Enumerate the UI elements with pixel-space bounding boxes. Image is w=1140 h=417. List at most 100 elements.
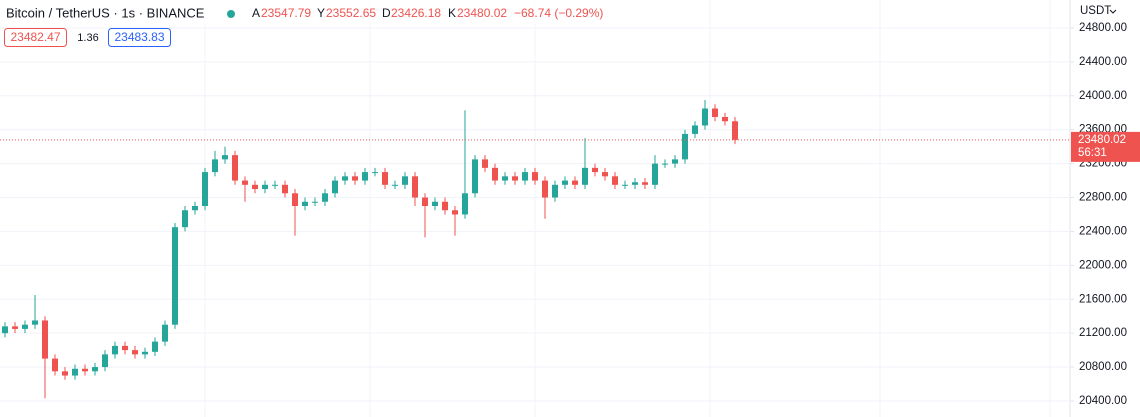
candle-body <box>32 320 38 325</box>
candle-body <box>652 163 658 185</box>
candle-body <box>92 367 98 372</box>
candle-body <box>312 201 318 203</box>
candle-body <box>242 180 248 185</box>
ask-box[interactable] <box>108 28 171 47</box>
candle-body <box>482 159 488 168</box>
candle-body <box>712 108 718 117</box>
candle-body <box>462 193 468 215</box>
candle-body <box>2 326 8 334</box>
low-value: 23426.18 <box>391 6 441 20</box>
y-tick-label: 24800.00 <box>1079 22 1127 34</box>
candle-body <box>72 368 78 376</box>
candle-body <box>602 172 608 177</box>
candle-body <box>372 172 378 174</box>
high-value: 23552.65 <box>326 6 376 20</box>
candle-body <box>352 176 358 181</box>
ask: 23483.83 <box>114 30 164 44</box>
candle-body <box>732 121 738 140</box>
y-tick-label: 22000.00 <box>1079 259 1127 271</box>
candle-body <box>52 358 58 372</box>
open-value: 23547.79 <box>261 6 311 20</box>
candle-body <box>672 159 678 164</box>
candle-body <box>642 182 648 185</box>
bid-box[interactable] <box>4 28 67 47</box>
candle-body <box>222 155 228 160</box>
y-tick-label: 20800.00 <box>1079 361 1127 373</box>
close-value: 23480.02 <box>457 6 507 20</box>
candle-body <box>332 180 338 194</box>
candle-body <box>152 341 158 352</box>
candle-body <box>362 172 368 181</box>
candle-body <box>692 125 698 134</box>
candle-body <box>422 197 428 206</box>
candle-body <box>12 326 18 329</box>
candle-body <box>202 172 208 206</box>
candle-body <box>562 180 568 185</box>
candle-body <box>582 167 588 185</box>
candle-body <box>302 201 308 206</box>
candle-body <box>132 350 138 355</box>
candle-body <box>22 324 28 329</box>
candle-body <box>172 227 178 325</box>
high-label: Y <box>317 6 325 20</box>
status-dot <box>227 10 235 18</box>
candle-body <box>42 320 48 359</box>
candle-body <box>392 184 398 186</box>
candle-body <box>262 184 268 190</box>
last-price-label: 23480.02 <box>1078 134 1126 146</box>
candle-body <box>532 172 538 181</box>
y-tick-label: 21200.00 <box>1079 327 1127 339</box>
candle-body <box>452 210 458 215</box>
candle-body <box>182 210 188 228</box>
y-tick-label: 21600.00 <box>1079 293 1127 305</box>
candle-body <box>272 184 278 186</box>
candle-body <box>162 324 168 342</box>
candle-body <box>382 172 388 185</box>
candle-body <box>432 201 438 206</box>
candle-body <box>412 176 418 198</box>
legend-bg <box>0 0 610 24</box>
candle-body <box>622 184 628 186</box>
candle-body <box>702 108 708 126</box>
candle-body <box>612 176 618 185</box>
spread: 1.36 <box>77 32 98 44</box>
candle-body <box>592 167 598 173</box>
open-label: A <box>252 6 260 20</box>
y-tick-label: 24000.00 <box>1079 90 1127 102</box>
y-tick-label: 22400.00 <box>1079 225 1127 237</box>
y-tick-label: 22800.00 <box>1079 192 1127 204</box>
y-tick-label: 20400.00 <box>1079 395 1127 407</box>
candle-body <box>492 167 498 181</box>
last-price-label-bg <box>1071 131 1140 162</box>
candle-body <box>212 159 218 173</box>
candle-body <box>442 201 448 211</box>
candle-body <box>512 176 518 181</box>
bid: 23482.47 <box>10 30 60 44</box>
candle-body <box>102 354 108 368</box>
candle-body <box>112 345 118 355</box>
candle-body <box>62 371 68 376</box>
candle-body <box>522 172 528 181</box>
close-label: K <box>448 6 456 20</box>
low-label: D <box>382 6 391 20</box>
candle-body <box>722 116 728 122</box>
candle-body <box>232 155 238 181</box>
candle-body <box>122 345 128 351</box>
candle-body <box>572 180 578 185</box>
chart-title: Bitcoin / TetherUS · 1s · BINANCE <box>6 5 205 20</box>
y-tick-label: 24400.00 <box>1079 56 1127 68</box>
currency[interactable]: USDT <box>1080 5 1111 17</box>
candle-body <box>282 184 288 194</box>
candle-body <box>502 176 508 181</box>
candle-body <box>192 205 198 211</box>
change-value: −68.74 (−0.29%) <box>514 6 603 20</box>
candle-body <box>322 193 328 202</box>
candle-body <box>402 176 408 185</box>
candle-body <box>472 159 478 194</box>
candle-body <box>542 180 548 198</box>
candle-body <box>632 182 638 185</box>
candle-body <box>682 133 688 160</box>
candle-body <box>82 368 88 372</box>
candle-body <box>662 163 668 165</box>
